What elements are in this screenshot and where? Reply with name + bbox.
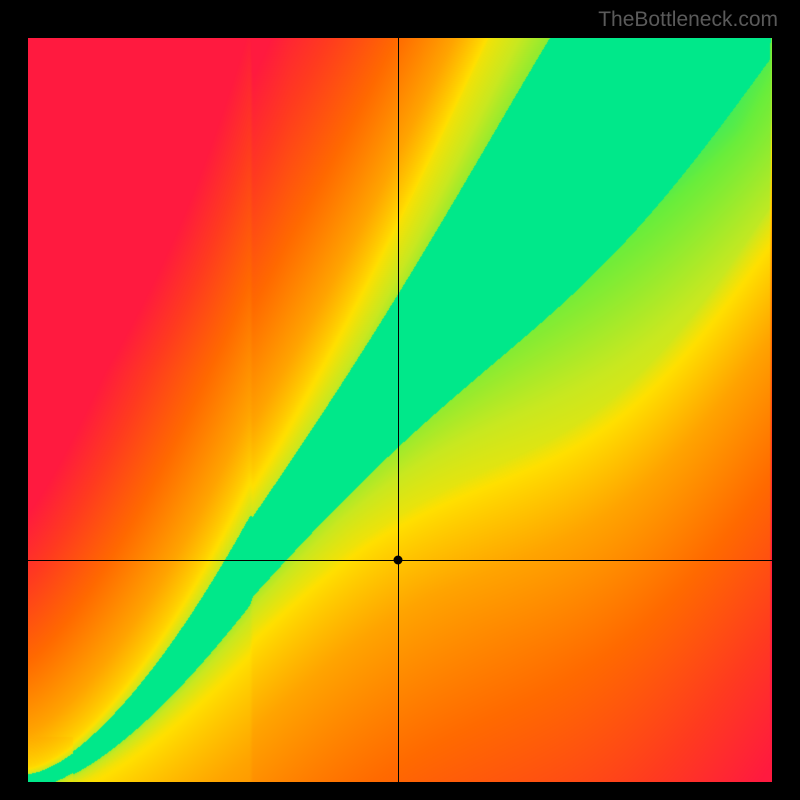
- crosshair-vertical: [398, 38, 399, 782]
- watermark-text: TheBottleneck.com: [598, 8, 778, 32]
- heatmap-plot: [28, 38, 772, 782]
- bottleneck-marker: [393, 556, 402, 565]
- heatmap-canvas: [28, 38, 772, 782]
